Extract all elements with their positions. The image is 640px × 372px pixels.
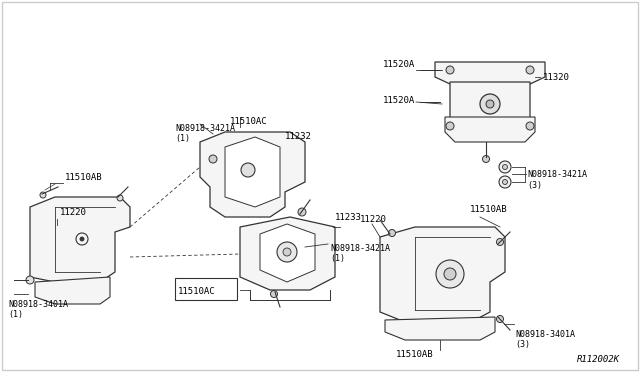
Polygon shape [260, 224, 315, 282]
Circle shape [277, 242, 297, 262]
Text: 11510AC: 11510AC [178, 287, 216, 296]
Polygon shape [240, 217, 335, 290]
Text: N08918-3421A
(1): N08918-3421A (1) [175, 124, 235, 143]
Circle shape [388, 230, 396, 237]
Text: 11220: 11220 [60, 208, 87, 217]
Polygon shape [30, 197, 130, 282]
Text: 11510AB: 11510AB [396, 350, 434, 359]
Text: 11320: 11320 [543, 73, 570, 81]
Polygon shape [435, 62, 545, 84]
Text: N08918-3401A
(3): N08918-3401A (3) [515, 330, 575, 349]
Text: 11233: 11233 [335, 212, 362, 221]
Circle shape [499, 176, 511, 188]
Text: 11510AB: 11510AB [470, 205, 508, 214]
Text: 11520A: 11520A [383, 96, 415, 105]
Text: N08918-3421A
(1): N08918-3421A (1) [330, 244, 390, 263]
Circle shape [499, 161, 511, 173]
Polygon shape [200, 132, 305, 217]
Text: 11232: 11232 [285, 132, 312, 141]
Text: 11510AB: 11510AB [65, 173, 102, 182]
Text: N08918-3401A
(1): N08918-3401A (1) [8, 300, 68, 320]
Circle shape [502, 164, 508, 170]
Circle shape [480, 94, 500, 114]
Circle shape [497, 315, 504, 323]
Text: N08918-3421A
(3): N08918-3421A (3) [527, 170, 587, 190]
Circle shape [497, 238, 504, 246]
Text: 11520A: 11520A [383, 60, 415, 68]
Polygon shape [445, 117, 535, 142]
Text: R112002K: R112002K [577, 355, 620, 364]
Circle shape [271, 291, 278, 298]
Text: 11510AC: 11510AC [230, 117, 268, 126]
Circle shape [446, 122, 454, 130]
Circle shape [209, 155, 217, 163]
Circle shape [40, 192, 46, 198]
Circle shape [526, 66, 534, 74]
Circle shape [26, 276, 34, 284]
Circle shape [76, 233, 88, 245]
Circle shape [526, 122, 534, 130]
Circle shape [446, 66, 454, 74]
Circle shape [80, 237, 84, 241]
Circle shape [444, 268, 456, 280]
Circle shape [283, 248, 291, 256]
Circle shape [436, 260, 464, 288]
Polygon shape [380, 227, 505, 320]
Circle shape [117, 195, 123, 201]
Polygon shape [385, 317, 495, 340]
Circle shape [483, 155, 490, 163]
Circle shape [486, 100, 494, 108]
Polygon shape [225, 137, 280, 207]
Text: 11220: 11220 [360, 215, 387, 224]
Circle shape [502, 180, 508, 185]
Bar [175, 278, 237, 300]
Polygon shape [35, 277, 110, 304]
Polygon shape [450, 82, 530, 134]
Circle shape [298, 208, 306, 216]
Circle shape [241, 163, 255, 177]
